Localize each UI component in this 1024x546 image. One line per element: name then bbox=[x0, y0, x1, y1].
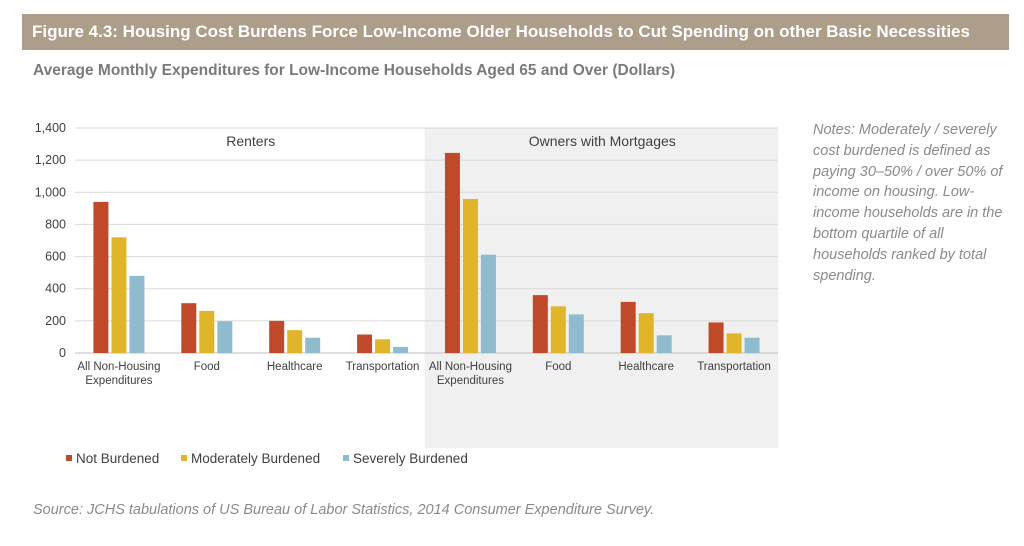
y-tick-label: 0 bbox=[59, 346, 66, 360]
bar bbox=[638, 313, 654, 353]
chart-notes: Notes: Moderately / severely cost burden… bbox=[813, 122, 1003, 284]
panel-title: Owners with Mortgages bbox=[529, 133, 676, 149]
bar bbox=[620, 301, 636, 353]
y-tick-label: 800 bbox=[45, 217, 66, 231]
chart-subtitle: Average Monthly Expenditures for Low-Inc… bbox=[33, 62, 676, 79]
category-label: Transportation bbox=[697, 361, 771, 373]
bar bbox=[744, 337, 760, 353]
category-label: Food bbox=[194, 361, 220, 373]
bar bbox=[656, 335, 672, 353]
category-label: Expenditures bbox=[437, 375, 504, 387]
y-tick-label: 1,400 bbox=[35, 121, 66, 135]
bar bbox=[217, 321, 233, 353]
bar bbox=[181, 303, 197, 353]
bar bbox=[393, 346, 409, 353]
bar bbox=[199, 310, 215, 353]
bar bbox=[726, 333, 742, 353]
category-label: Healthcare bbox=[618, 361, 674, 373]
figure-title: Figure 4.3: Housing Cost Burdens Force L… bbox=[32, 22, 970, 41]
bar bbox=[532, 295, 548, 353]
category-label: Food bbox=[545, 361, 571, 373]
legend-label: Severely Burdened bbox=[353, 451, 468, 466]
y-tick-label: 600 bbox=[45, 250, 66, 264]
bar bbox=[287, 330, 303, 353]
category-label: Transportation bbox=[346, 361, 420, 373]
bar bbox=[357, 334, 373, 353]
bar bbox=[480, 254, 496, 353]
bar bbox=[305, 337, 321, 353]
figure-title-bar: Figure 4.3: Housing Cost Burdens Force L… bbox=[22, 14, 1009, 50]
bar bbox=[269, 320, 285, 353]
legend-swatch bbox=[343, 455, 349, 461]
bar bbox=[129, 275, 145, 353]
y-tick-label: 1,200 bbox=[35, 153, 66, 167]
bar bbox=[375, 339, 391, 353]
bar bbox=[550, 306, 566, 353]
bar bbox=[93, 201, 109, 353]
category-label: Expenditures bbox=[85, 375, 152, 387]
legend-label: Not Burdened bbox=[76, 451, 159, 466]
category-label: Healthcare bbox=[267, 361, 323, 373]
panel-title: Renters bbox=[226, 133, 275, 149]
legend-label: Moderately Burdened bbox=[191, 451, 320, 466]
legend-swatch bbox=[181, 455, 187, 461]
bar bbox=[462, 199, 478, 353]
bar bbox=[444, 152, 460, 353]
y-tick-label: 400 bbox=[45, 282, 66, 296]
legend-swatch bbox=[66, 455, 72, 461]
category-label: All Non-Housing bbox=[77, 361, 160, 373]
category-label: All Non-Housing bbox=[429, 361, 512, 373]
y-tick-label: 1,000 bbox=[35, 185, 66, 199]
bar bbox=[708, 322, 724, 353]
bar bbox=[568, 314, 584, 353]
source-note: Source: JCHS tabulations of US Bureau of… bbox=[33, 502, 655, 518]
y-tick-label: 200 bbox=[45, 314, 66, 328]
bar bbox=[111, 237, 127, 353]
